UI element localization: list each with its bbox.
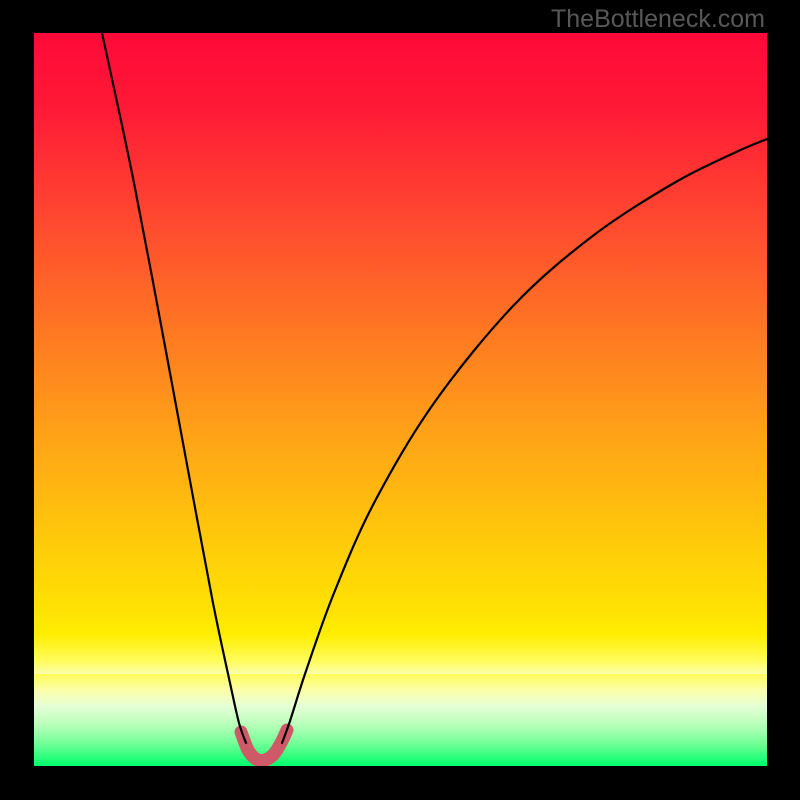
curves-layer: [34, 33, 767, 766]
curve-left-arm: [102, 33, 246, 743]
watermark-text: TheBottleneck.com: [551, 5, 765, 34]
curve-right-arm: [282, 139, 767, 743]
plot-area: [34, 33, 767, 766]
outer-frame: TheBottleneck.com: [0, 0, 800, 800]
trough-marker: [241, 730, 287, 760]
